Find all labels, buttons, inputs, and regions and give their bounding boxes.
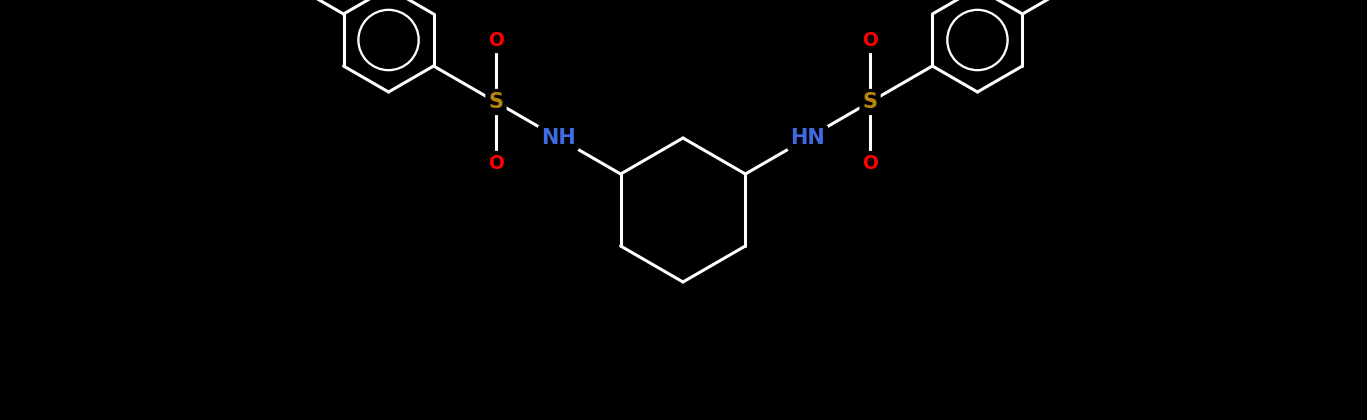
Text: O: O — [488, 154, 504, 173]
Text: NH: NH — [541, 128, 576, 148]
Text: O: O — [863, 154, 878, 173]
Text: S: S — [488, 92, 503, 112]
Text: HN: HN — [790, 128, 826, 148]
Text: S: S — [863, 92, 878, 112]
Text: O: O — [488, 32, 504, 50]
Text: O: O — [863, 32, 878, 50]
